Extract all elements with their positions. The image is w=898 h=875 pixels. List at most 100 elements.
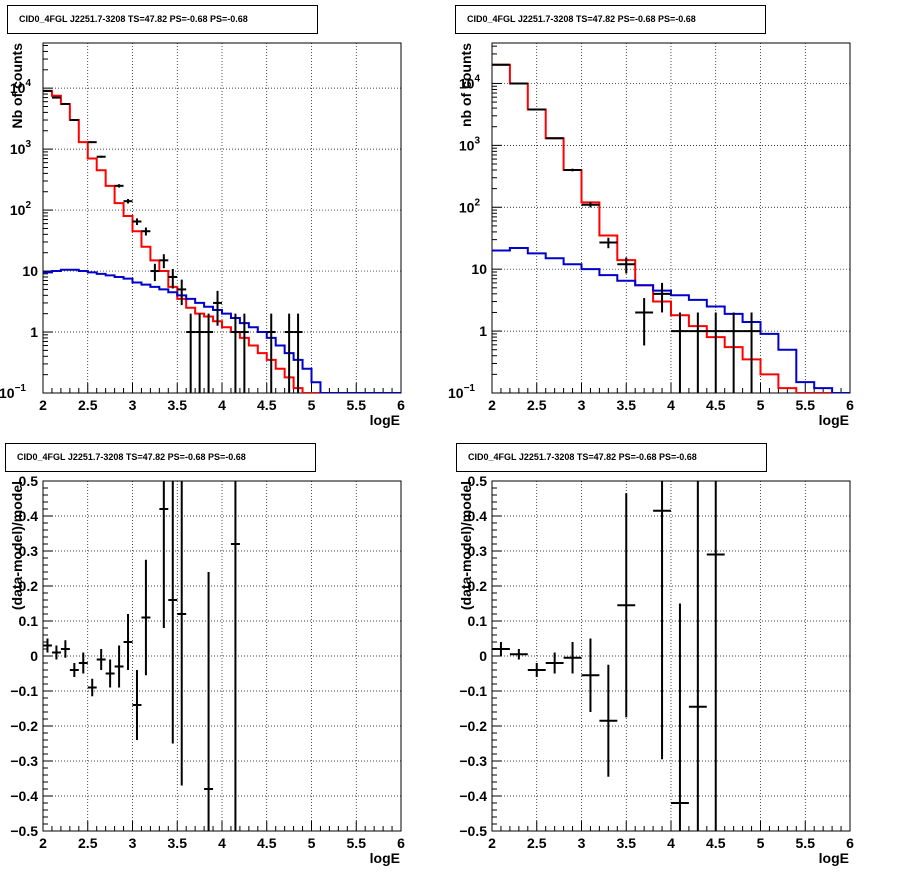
data-point (545, 137, 564, 140)
data-point (293, 313, 303, 393)
x-tick-label: 3.5 (617, 397, 637, 413)
data-point (132, 670, 142, 740)
y-tick-label: 102 (459, 197, 481, 215)
data-point (563, 642, 582, 674)
data-point (114, 184, 124, 188)
x-tick-label: 2.5 (78, 835, 98, 851)
data-layer (43, 481, 240, 831)
y-axis (43, 480, 53, 832)
data-point (60, 640, 70, 658)
data-point (617, 257, 636, 274)
x-tick-label: 5.5 (347, 397, 367, 413)
x-tick-label: 3 (129, 835, 137, 851)
y-tick-label: −0.1 (10, 683, 38, 699)
data-point (51, 96, 61, 99)
data-point (141, 559, 151, 676)
y-tick-label: −0.4 (10, 788, 38, 804)
chart-title-box (456, 443, 767, 472)
x-tick-label: 6 (846, 397, 854, 413)
x-tick-label: 6 (397, 835, 405, 851)
data-point (742, 312, 761, 393)
y-tick-label: 103 (10, 139, 32, 157)
data-point (688, 312, 707, 393)
chart-title-box (5, 443, 316, 472)
y-tick-label: 10−1 (448, 383, 475, 401)
y-tick-label: −0.2 (10, 718, 38, 734)
data-point (105, 659, 115, 688)
chart-title: CID0_4FGL J2251.7-3208 TS=47.82 PS=-0.68… (467, 14, 696, 24)
chart-title-box (7, 5, 318, 34)
y-tick-label: 1 (30, 324, 38, 340)
y-tick-label: −0.3 (459, 753, 487, 769)
data-point (671, 312, 689, 393)
x-tick-label: 4.5 (257, 397, 277, 413)
data-point (688, 481, 707, 831)
data-point (69, 119, 79, 122)
y-tick-label: 0.4 (468, 508, 488, 524)
x-tick-label: 3 (578, 835, 586, 851)
y-tick-label: 0.4 (19, 508, 39, 524)
grid (492, 43, 850, 393)
x-tick-label: 6 (397, 397, 405, 413)
data-point (43, 89, 52, 92)
y-tick-label: −0.5 (459, 823, 487, 839)
data-point (186, 313, 196, 393)
x-tick-label: 2 (39, 835, 47, 851)
x-axis (42, 821, 402, 831)
x-tick-label: 4 (218, 835, 226, 851)
chart-panel-top-left: CID0_4FGL J2251.7-3208 TS=47.82 PS=-0.68… (0, 5, 405, 428)
y-tick-label: 104 (10, 78, 32, 96)
y-tick-label: −0.1 (459, 683, 487, 699)
y-tick-label: 10 (22, 263, 38, 279)
data-point (599, 664, 618, 777)
data-point (509, 649, 528, 660)
y-tick-label: 0.3 (468, 543, 488, 559)
data-point (43, 638, 52, 653)
data-point (545, 652, 564, 674)
data-point (617, 493, 636, 718)
data-point (168, 481, 178, 744)
data-point (492, 642, 510, 656)
x-tick-label: 2.5 (527, 835, 547, 851)
x-tick-label: 4 (667, 397, 675, 413)
data-point (653, 282, 671, 313)
x-tick-label: 5 (308, 835, 316, 851)
chart-title-box (455, 5, 766, 34)
data-point (204, 572, 214, 831)
y-tick-label: −0.4 (459, 788, 487, 804)
histogram-background (492, 246, 850, 393)
data-point (706, 312, 725, 393)
data-point (527, 108, 546, 111)
x-tick-label: 4.5 (706, 835, 726, 851)
y-tick-label: 10 (471, 261, 487, 277)
data-point (141, 227, 151, 236)
data-point (123, 199, 133, 204)
x-tick-label: 2.5 (527, 397, 547, 413)
x-axis-title: logE (819, 850, 849, 866)
chart-panel-top-right: CID0_4FGL J2251.7-3208 TS=47.82 PS=-0.68… (448, 5, 854, 428)
data-point (635, 298, 654, 346)
y-tick-label: 0.2 (19, 578, 39, 594)
data-point (581, 638, 600, 712)
data-point (195, 313, 205, 393)
data-point (96, 155, 106, 158)
x-axis-title: logE (370, 850, 400, 866)
x-tick-label: 4.5 (257, 835, 277, 851)
y-tick-label: 10−1 (0, 383, 26, 401)
data-point (563, 168, 582, 172)
data-point (671, 603, 689, 831)
data-point (114, 645, 124, 688)
y-tick-label: 104 (459, 73, 481, 91)
x-tick-label: 5.5 (796, 397, 816, 413)
x-tick-label: 6 (846, 835, 854, 851)
y-tick-label: 0.1 (468, 613, 488, 629)
data-point (60, 102, 70, 105)
data-point (123, 614, 133, 670)
x-axis-title: logE (819, 412, 849, 428)
data-point (177, 279, 187, 306)
x-tick-label: 5 (757, 835, 765, 851)
y-tick-label: 0 (30, 648, 38, 664)
y-axis (492, 45, 502, 394)
data-layer (492, 63, 850, 393)
